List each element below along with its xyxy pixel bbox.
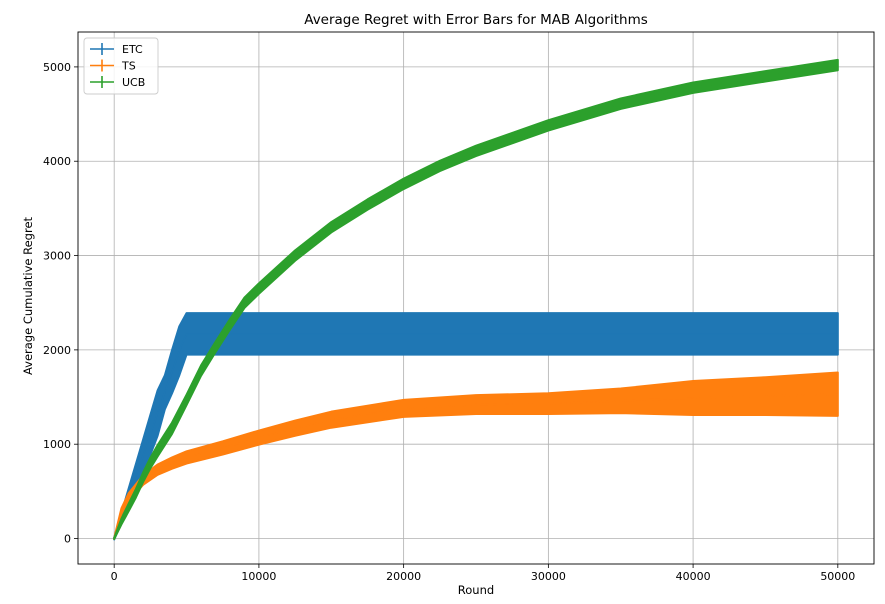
y-axis-label: Average Cumulative Regret xyxy=(21,216,35,375)
legend: ETC TS UCB xyxy=(83,37,159,95)
x-tick-label-2: 20000 xyxy=(386,570,421,583)
series-ts-error-band xyxy=(113,371,839,540)
x-tick-label-5: 50000 xyxy=(820,570,855,583)
x-axis-label: Round xyxy=(458,583,494,597)
x-axis-ticks: 0 10000 20000 30000 40000 50000 xyxy=(111,564,855,583)
legend-item-etc: ETC xyxy=(90,43,143,56)
series-etc xyxy=(113,312,839,541)
legend-item-ucb: UCB xyxy=(90,76,145,89)
legend-label-etc: ETC xyxy=(122,43,143,56)
series-ucb-line xyxy=(113,64,838,539)
y-axis-ticks: 0 1000 2000 3000 4000 5000 xyxy=(43,61,78,546)
y-tick-label-5: 5000 xyxy=(43,61,71,74)
x-tick-label-3: 30000 xyxy=(531,570,566,583)
x-tick-label-4: 40000 xyxy=(676,570,711,583)
chart-title: Average Regret with Error Bars for MAB A… xyxy=(304,12,648,28)
legend-item-ts: TS xyxy=(90,59,136,73)
y-tick-label-4: 4000 xyxy=(43,155,71,168)
plot-frame xyxy=(77,31,875,565)
y-tick-label-1: 1000 xyxy=(43,438,71,451)
y-tick-label-0: 0 xyxy=(64,533,71,546)
series-ucb xyxy=(113,58,839,540)
legend-label-ts: TS xyxy=(121,60,136,73)
series-layer xyxy=(113,58,839,541)
x-tick-label-0: 0 xyxy=(111,570,118,583)
y-tick-label-2: 2000 xyxy=(43,344,71,357)
series-ucb-error-band xyxy=(113,58,839,540)
series-etc-line xyxy=(113,333,838,539)
x-tick-label-1: 10000 xyxy=(241,570,276,583)
legend-label-ucb: UCB xyxy=(122,76,145,89)
y-tick-label-3: 3000 xyxy=(43,250,71,263)
